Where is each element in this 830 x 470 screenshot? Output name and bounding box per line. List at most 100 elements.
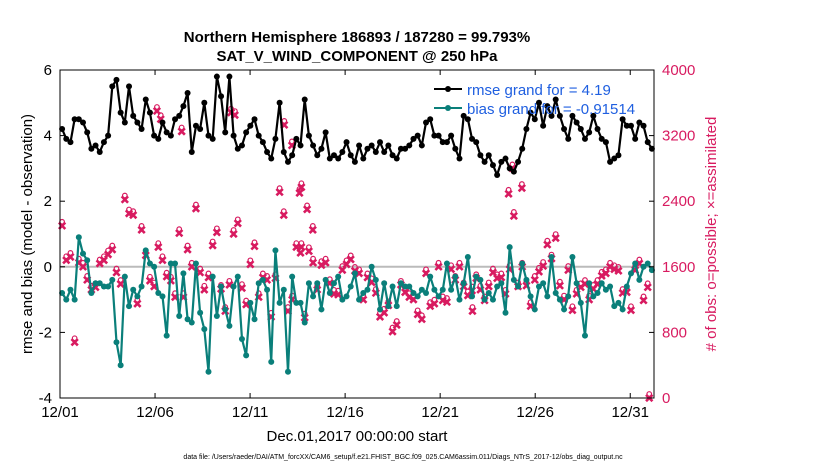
rmse-point (519, 145, 526, 152)
obs-possible-marker (418, 312, 425, 319)
rmse-point (209, 135, 216, 142)
obs-possible-marker (184, 242, 191, 249)
rmse-point (339, 149, 346, 155)
bias-point (552, 290, 559, 297)
bias-point (548, 253, 555, 260)
bias-point (360, 290, 367, 297)
legend: rmse grand for = 4.19 bias grand for = -… (434, 82, 635, 118)
bias-point (393, 303, 400, 310)
bias-point (527, 293, 534, 300)
obs-possible-marker (80, 259, 86, 266)
bias-point (443, 260, 450, 267)
left-tick-label: 2 (44, 193, 52, 210)
obs-possible-marker (138, 222, 145, 229)
bias-point (448, 286, 455, 293)
obs-possible-marker (518, 181, 525, 187)
right-tick-label: 1600 (662, 259, 695, 276)
rmse-point (427, 116, 434, 123)
rmse-point (247, 122, 254, 129)
bias-point (113, 339, 120, 346)
bias-point (130, 286, 137, 293)
rmse-point (590, 112, 597, 119)
left-tick-label: -4 (39, 390, 52, 407)
rmse-point (176, 112, 183, 119)
rmse-point (234, 145, 241, 152)
obs-possible-marker (157, 112, 164, 119)
rmse-point (80, 119, 87, 126)
right-tick-label: 3200 (662, 128, 695, 145)
bias-point (276, 299, 283, 306)
rmse-point (527, 109, 534, 116)
rmse-point (322, 129, 329, 136)
bias-point (330, 280, 337, 287)
bias-point (117, 362, 124, 369)
obs-possible-marker (456, 259, 463, 266)
obs-possible-marker (105, 247, 112, 254)
bias-point (138, 283, 145, 290)
bias-point (372, 276, 379, 283)
obs-possible-marker (113, 265, 120, 272)
obs-possible-marker (309, 222, 316, 229)
bias-point (146, 260, 153, 267)
rmse-point (452, 145, 459, 152)
rmse-point (531, 116, 538, 123)
bias-point (377, 306, 384, 313)
obs-possible-marker (615, 264, 622, 270)
bias-point (209, 273, 216, 280)
bias-point (481, 296, 488, 303)
bias-point (192, 260, 199, 267)
right-tick-label: 800 (662, 324, 687, 341)
bias-point (80, 250, 87, 257)
x-axis-ticks: 12/01 12/06 12/11 12/16 12/21 12/26 12/31 (41, 70, 649, 421)
bias-point (172, 260, 179, 267)
bias-point (531, 306, 538, 313)
bias-point (368, 263, 375, 270)
rmse-point (552, 96, 559, 103)
left-axis-ticks: -4 -2 0 2 4 6 (39, 62, 65, 407)
left-tick-label: 6 (44, 62, 52, 79)
bias-point (356, 296, 363, 303)
rmse-point (636, 119, 643, 126)
bias-point (439, 286, 446, 293)
rmse-point (598, 135, 605, 142)
bias-point (126, 303, 133, 310)
obs-possible-marker (147, 273, 153, 280)
rmse-point (377, 139, 384, 146)
obs-possible-marker (343, 257, 350, 264)
bias-point (431, 286, 438, 293)
bias-point (406, 283, 413, 290)
rmse-point (381, 149, 388, 155)
bias-point (234, 273, 241, 280)
rmse-series (59, 73, 655, 178)
obs-possible-marker (427, 299, 434, 306)
obs-possible-marker (117, 277, 124, 283)
obs-possible-marker (536, 264, 542, 271)
obs-possible-marker (646, 391, 653, 397)
obs-possible-marker (67, 250, 74, 256)
bias-point (184, 316, 191, 323)
rmse-point (130, 112, 137, 119)
bias-point (477, 276, 484, 283)
obs-possible-marker (154, 104, 160, 110)
obs-possible-marker (540, 259, 547, 265)
obs-possible-marker (498, 270, 505, 277)
bias-point (213, 313, 220, 319)
bias-point (243, 352, 250, 359)
rmse-point (159, 119, 166, 126)
rmse-point (113, 76, 120, 83)
rmse-point (142, 96, 149, 103)
rmse-point (326, 155, 333, 162)
rmse-point (264, 149, 271, 155)
rmse-point (602, 139, 609, 146)
rmse-point (205, 132, 212, 139)
bias-point (636, 276, 643, 283)
bias-point (75, 234, 82, 241)
rmse-point (515, 158, 522, 165)
footer-data-file: data file: /Users/raeder/DAI/ATM_forcXX/… (183, 454, 623, 461)
bias-point (180, 270, 187, 277)
x-tick-label: 12/11 (232, 404, 268, 421)
bias-point (556, 296, 563, 303)
rmse-point (305, 132, 312, 139)
bias-point (289, 273, 296, 280)
